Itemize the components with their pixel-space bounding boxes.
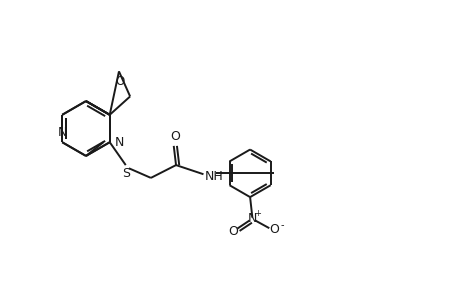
- Text: O: O: [170, 130, 179, 143]
- Text: O: O: [269, 223, 278, 236]
- Text: N: N: [115, 136, 124, 149]
- Text: O: O: [227, 225, 237, 238]
- Text: -: -: [280, 220, 283, 230]
- Text: S: S: [122, 167, 129, 180]
- Text: NH: NH: [204, 170, 223, 183]
- Text: N: N: [247, 212, 257, 225]
- Text: N: N: [57, 126, 67, 139]
- Text: O: O: [115, 75, 124, 88]
- Text: +: +: [253, 208, 260, 217]
